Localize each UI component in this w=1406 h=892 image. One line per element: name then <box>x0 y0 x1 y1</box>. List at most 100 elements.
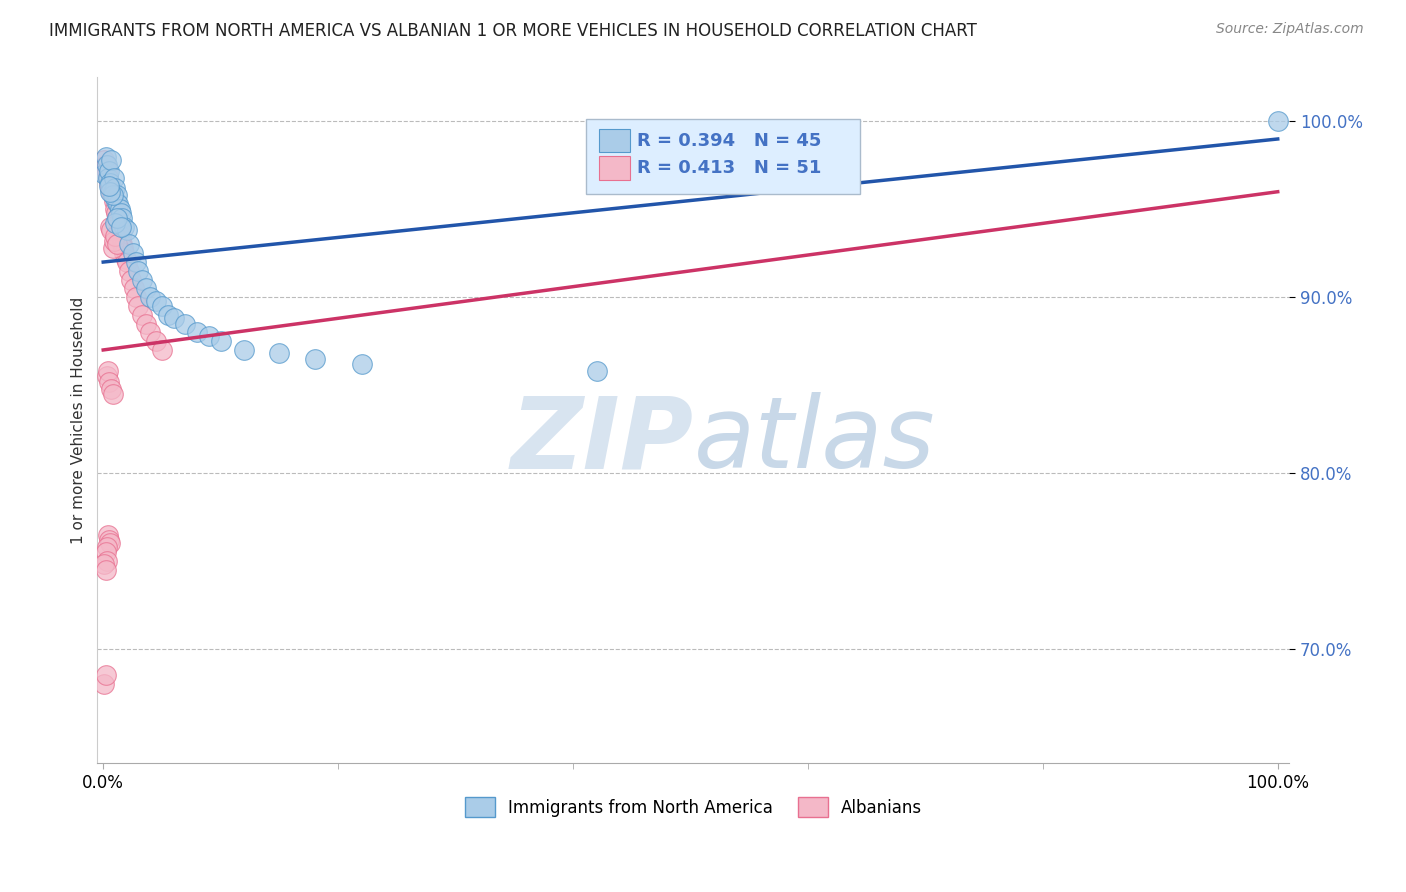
Point <box>100 153 122 167</box>
Point <box>94 563 117 577</box>
Point <box>97 527 120 541</box>
Point <box>98 375 121 389</box>
Y-axis label: 1 or more Vehicles in Household: 1 or more Vehicles in Household <box>72 297 86 544</box>
Point <box>108 223 131 237</box>
Point <box>101 241 124 255</box>
Point <box>104 202 127 217</box>
Point <box>150 299 173 313</box>
Point <box>98 185 121 199</box>
Point <box>118 237 141 252</box>
Point <box>114 252 136 266</box>
Point <box>150 343 173 357</box>
Point <box>110 206 132 220</box>
Point <box>304 351 326 366</box>
Point <box>145 293 167 308</box>
Point <box>98 219 121 234</box>
Point <box>103 170 125 185</box>
Point <box>145 334 167 348</box>
Point <box>103 234 125 248</box>
Point <box>174 317 197 331</box>
Point <box>118 264 141 278</box>
Point <box>100 382 122 396</box>
Point <box>100 223 122 237</box>
Point <box>134 281 156 295</box>
Point <box>112 219 135 234</box>
Point <box>96 540 118 554</box>
Text: R = 0.394   N = 45: R = 0.394 N = 45 <box>637 131 821 150</box>
Point <box>131 272 153 286</box>
FancyBboxPatch shape <box>599 156 630 179</box>
Point <box>98 163 121 178</box>
Point <box>110 228 132 243</box>
Point <box>97 170 120 185</box>
Point <box>585 364 607 378</box>
Point <box>125 290 148 304</box>
Point <box>98 179 121 194</box>
Point <box>103 194 125 208</box>
Point <box>98 536 121 550</box>
Point <box>350 357 373 371</box>
Text: ZIP: ZIP <box>510 392 693 490</box>
Point <box>98 181 121 195</box>
Point <box>163 311 186 326</box>
Point <box>105 211 128 226</box>
Legend: Immigrants from North America, Albanians: Immigrants from North America, Albanians <box>458 791 929 823</box>
Point <box>93 153 115 167</box>
Point <box>97 170 120 185</box>
Point <box>96 163 118 178</box>
Point <box>98 176 121 190</box>
Point <box>105 194 128 208</box>
Point <box>98 533 121 547</box>
Point <box>269 346 291 360</box>
Point <box>108 202 131 217</box>
Point <box>96 369 118 384</box>
Point <box>93 677 115 691</box>
Point <box>104 216 127 230</box>
Point <box>111 211 134 226</box>
Point <box>110 219 132 234</box>
Point <box>120 272 142 286</box>
Point <box>105 211 128 226</box>
Point <box>97 364 120 378</box>
Point <box>93 167 115 181</box>
Text: atlas: atlas <box>693 392 935 490</box>
Point <box>112 246 135 260</box>
Point <box>101 188 124 202</box>
Point <box>233 343 256 357</box>
Point <box>107 197 129 211</box>
Point <box>107 216 129 230</box>
Point <box>93 558 115 572</box>
Point <box>131 308 153 322</box>
FancyBboxPatch shape <box>586 119 860 194</box>
Point <box>104 228 127 243</box>
FancyBboxPatch shape <box>599 128 630 153</box>
Point <box>94 158 117 172</box>
Point <box>156 308 179 322</box>
Point <box>115 223 138 237</box>
Point <box>105 237 128 252</box>
Point <box>125 255 148 269</box>
Point <box>104 181 127 195</box>
Point <box>111 237 134 252</box>
Point <box>105 188 128 202</box>
Point <box>100 185 122 199</box>
Point <box>134 317 156 331</box>
Point <box>101 185 124 199</box>
Point <box>139 290 162 304</box>
Point <box>121 246 143 260</box>
Point <box>112 241 135 255</box>
Text: Source: ZipAtlas.com: Source: ZipAtlas.com <box>1216 22 1364 37</box>
Point <box>127 264 149 278</box>
Point <box>94 668 117 682</box>
Point <box>96 158 118 172</box>
Text: IMMIGRANTS FROM NORTH AMERICA VS ALBANIAN 1 OR MORE VEHICLES IN HOUSEHOLD CORREL: IMMIGRANTS FROM NORTH AMERICA VS ALBANIA… <box>49 22 977 40</box>
Point <box>98 176 121 190</box>
Point <box>127 299 149 313</box>
Point <box>96 554 118 568</box>
Point <box>186 326 208 340</box>
Point <box>198 329 221 343</box>
Point <box>122 281 145 295</box>
Point <box>115 255 138 269</box>
Point <box>105 206 128 220</box>
Point <box>1267 114 1289 128</box>
